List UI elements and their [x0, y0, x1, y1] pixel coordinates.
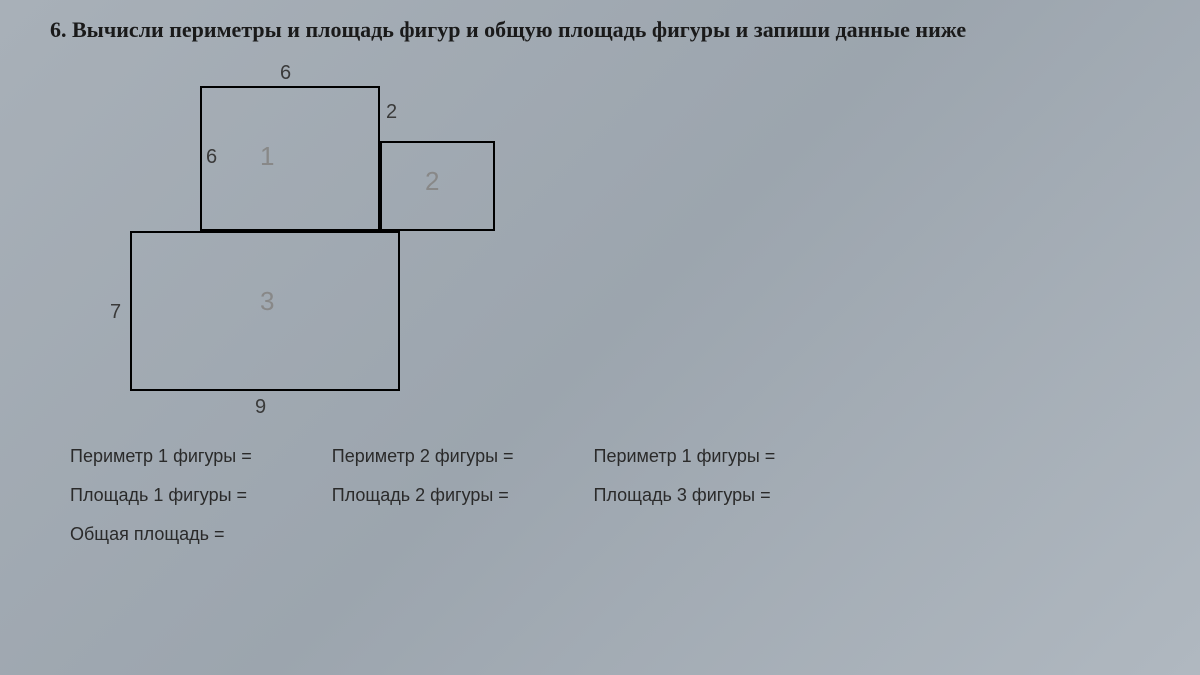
- perimeter-2-label: Периметр 2 фигуры =: [332, 446, 514, 467]
- perimeter-1-label: Периметр 1 фигуры =: [70, 446, 252, 467]
- problem-text: Вычисли периметры и площадь фигур и общу…: [72, 17, 966, 42]
- answers-row: Периметр 1 фигуры = Площадь 1 фигуры = П…: [70, 446, 1150, 506]
- shape-2-number: 2: [425, 166, 439, 197]
- rect1-top-label: 6: [280, 62, 291, 85]
- problem-number: 6.: [50, 17, 67, 42]
- shape-1-number: 1: [260, 141, 274, 172]
- rect3-left-label: 7: [110, 301, 121, 324]
- worksheet-page: 6. Вычисли периметры и площадь фигур и о…: [0, 0, 1200, 560]
- area-2-label: Площадь 2 фигуры =: [332, 485, 514, 506]
- answer-col-1: Периметр 1 фигуры = Площадь 1 фигуры =: [70, 446, 252, 506]
- rect1-right-top-label: 2: [386, 101, 397, 124]
- rect3-bottom-label: 9: [255, 396, 266, 419]
- answer-col-3: Периметр 1 фигуры = Площадь 3 фигуры =: [594, 446, 776, 506]
- area-3-label: Площадь 3 фигуры =: [594, 485, 776, 506]
- perimeter-3-label: Периметр 1 фигуры =: [594, 446, 776, 467]
- answer-col-2: Периметр 2 фигуры = Площадь 2 фигуры =: [332, 446, 514, 506]
- problem-title: 6. Вычисли периметры и площадь фигур и о…: [50, 15, 1150, 46]
- shape-3-number: 3: [260, 286, 274, 317]
- total-area-label: Общая площадь =: [70, 524, 1150, 545]
- geometry-diagram: 6 6 2 1 2 7 9 3: [70, 76, 570, 426]
- rect-1: [200, 86, 380, 231]
- rect1-left-label: 6: [206, 146, 217, 169]
- area-1-label: Площадь 1 фигуры =: [70, 485, 252, 506]
